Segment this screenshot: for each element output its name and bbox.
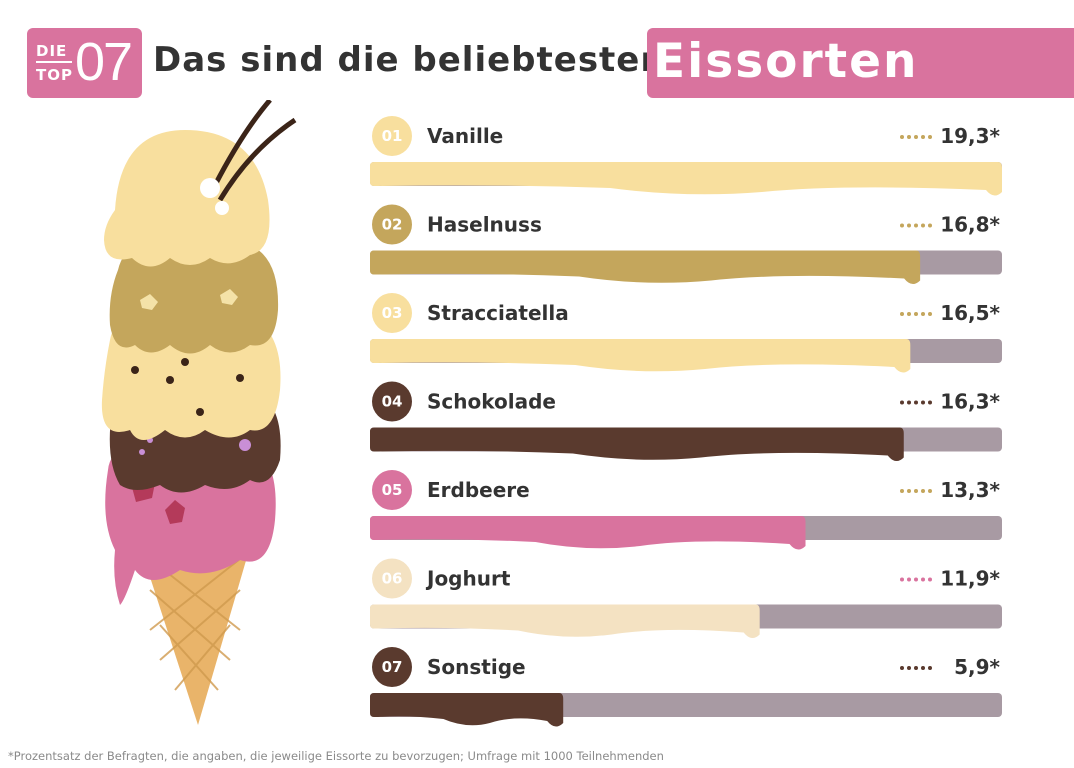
footnote: *Prozentsatz der Befragten, die angaben,… [8, 749, 664, 763]
category-label: Sonstige [427, 655, 526, 679]
leader-dot [921, 312, 925, 316]
ice-cream-cone-illustration [101, 100, 297, 725]
rank-badge [372, 204, 412, 245]
leader-dot [900, 135, 904, 139]
leader-dot [921, 135, 925, 139]
value-label: 16,3* [940, 390, 1000, 414]
badge-top-label: TOP [36, 66, 73, 84]
value-label: 19,3* [940, 124, 1000, 148]
leader-dot [900, 400, 904, 405]
bar-schokolade [370, 427, 904, 462]
leader-dot [914, 135, 918, 139]
leader-dot [928, 577, 932, 582]
leader-dot [928, 135, 932, 139]
leader-dot [928, 400, 932, 405]
leader-dot [921, 577, 925, 582]
leader-dot [921, 666, 925, 670]
leader-dot [928, 223, 932, 228]
badge-divider [36, 61, 72, 63]
rank-badge [372, 293, 412, 333]
leader-dot [921, 223, 925, 228]
category-label: Joghurt [425, 567, 511, 591]
leader-dot [900, 489, 904, 493]
leader-dot [907, 135, 911, 139]
category-label: Schokolade [427, 390, 556, 414]
category-label: Erdbeere [427, 478, 530, 502]
value-label: 16,8* [940, 213, 1000, 237]
rank-badge [372, 116, 412, 156]
rank-label: 05 [382, 481, 403, 499]
title-accent: Eissorten [653, 34, 919, 89]
leader-dot [907, 666, 911, 670]
leader-dot [914, 489, 918, 493]
rank-badge [372, 381, 412, 422]
page-title: Das sind die beliebtesten [153, 40, 666, 80]
leader-dot [907, 400, 911, 405]
rank-badge [372, 470, 412, 510]
leader-dot [928, 312, 932, 316]
category-label: Haselnuss [427, 213, 542, 237]
rank-label: 02 [382, 216, 403, 234]
leader-dot [907, 312, 911, 316]
leader-dot [914, 400, 918, 405]
bar-erdbeere [370, 516, 806, 550]
leader-dot [928, 489, 932, 493]
badge-die-label: DIE [36, 42, 68, 60]
rank-label: 04 [382, 393, 403, 411]
leader-dot [914, 577, 918, 582]
rank-label: 01 [382, 127, 403, 145]
bar-joghurt [370, 604, 760, 639]
bar-stracciatella [370, 339, 911, 373]
rank-badge [372, 647, 412, 687]
badge-number: 07 [75, 32, 133, 92]
rank-label: 03 [382, 304, 403, 322]
bar-haselnuss [370, 250, 921, 285]
leader-dot [900, 577, 904, 582]
rank-label: 06 [382, 570, 403, 588]
value-label: 13,3* [940, 478, 1000, 502]
leader-dot [900, 223, 904, 228]
leader-dot [914, 223, 918, 228]
leader-dot [914, 666, 918, 670]
value-label: 16,5* [940, 301, 1000, 325]
bar-vanille [370, 162, 1002, 196]
category-label: Stracciatella [427, 301, 569, 325]
leader-dot [907, 577, 911, 582]
leader-dot [921, 400, 925, 405]
bar-sonstige [370, 693, 564, 727]
title-accent-box: Eissorten [647, 28, 1074, 98]
value-label: 11,9* [940, 567, 1000, 591]
leader-dot [914, 312, 918, 316]
rank-label: 07 [382, 658, 403, 676]
leader-dot [907, 223, 911, 228]
leader-dot [907, 489, 911, 493]
leader-dot [928, 666, 932, 670]
leader-dot [900, 666, 904, 670]
value-label: 5,9* [954, 655, 1000, 679]
rank-badge [372, 558, 412, 599]
leader-dot [921, 489, 925, 493]
leader-dot [900, 312, 904, 316]
waffle-cone-icon [138, 540, 252, 725]
category-label: Vanille [427, 124, 503, 148]
top07-badge: DIE TOP 07 [27, 28, 142, 98]
